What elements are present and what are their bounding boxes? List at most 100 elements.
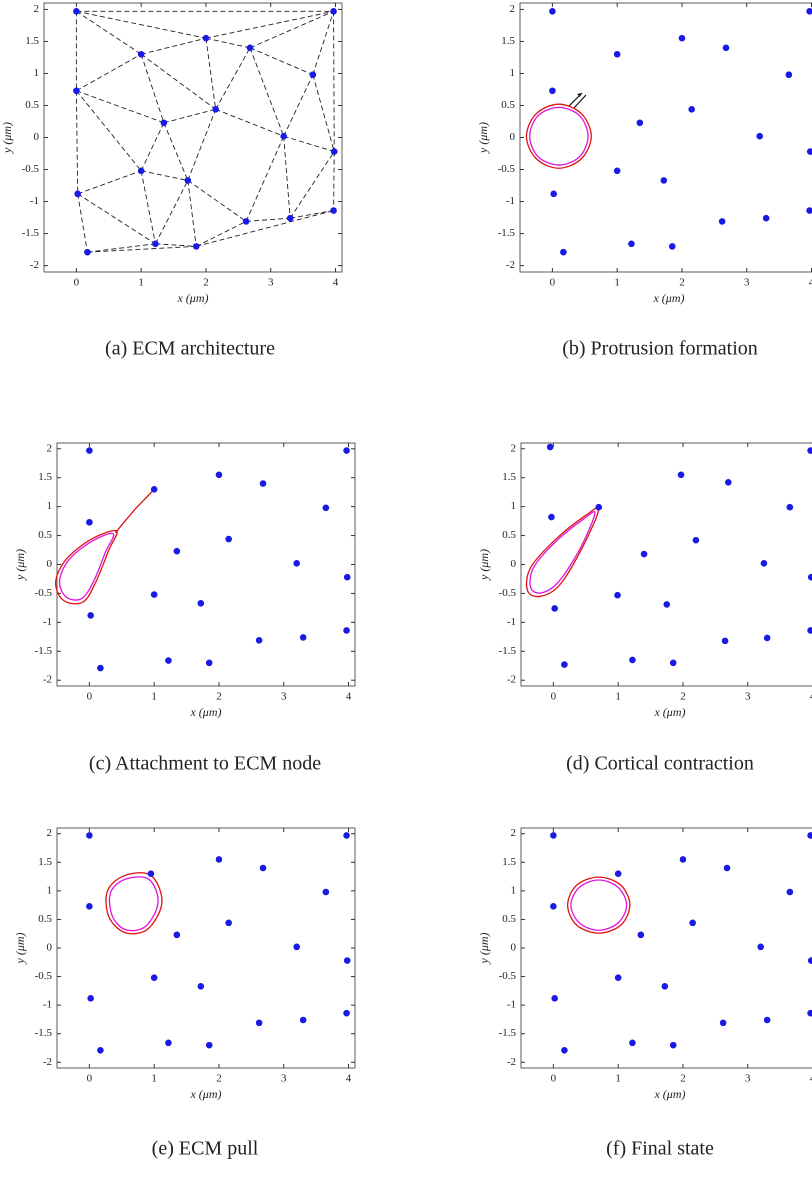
y-axis-label: y (μm) xyxy=(13,549,27,581)
ecm-fiber xyxy=(205,37,251,49)
x-tick-label: 2 xyxy=(679,277,685,289)
x-tick-label: 4 xyxy=(810,1073,812,1085)
ecm-node xyxy=(757,943,764,951)
ecm-node xyxy=(87,994,94,1002)
ecm-fiber xyxy=(77,193,88,253)
ecm-node xyxy=(74,190,81,198)
ecm-node xyxy=(73,8,80,15)
ecm-node xyxy=(215,471,223,479)
ecm-node xyxy=(807,832,812,839)
plot-frame xyxy=(519,2,812,273)
ecm-node xyxy=(343,447,350,454)
y-tick-label: 1.5 xyxy=(38,856,52,868)
ecm-node xyxy=(246,44,254,52)
ecm-node xyxy=(212,106,219,113)
ecm-fiber xyxy=(76,10,142,55)
ecm-node xyxy=(636,119,644,127)
cell-outer xyxy=(566,876,631,934)
ecm-fiber xyxy=(140,53,216,110)
ecm-node xyxy=(718,218,726,225)
protrusion-arrow xyxy=(568,92,587,109)
x-tick-label: 4 xyxy=(346,1073,352,1085)
y-tick-label: -2 xyxy=(30,259,39,271)
ecm-node xyxy=(807,573,812,581)
ecm-node xyxy=(225,919,232,927)
ecm-node xyxy=(763,634,771,642)
ecm-node xyxy=(629,1039,636,1047)
ecm-node xyxy=(280,132,287,140)
ecm-fiber xyxy=(187,109,217,181)
ecm-fiber xyxy=(196,221,247,247)
cell-outer xyxy=(105,872,163,935)
y-tick-label: -2 xyxy=(506,259,515,271)
ecm-node xyxy=(548,513,555,521)
ecm-node xyxy=(150,485,158,493)
x-axis-label: x (μm) xyxy=(653,1087,685,1101)
ecm-node xyxy=(97,664,104,672)
ecm-node xyxy=(86,518,93,526)
ecm-node xyxy=(725,479,732,486)
y-tick-label: 0.5 xyxy=(502,529,516,541)
ecm-node xyxy=(197,982,205,990)
y-tick-label: -2 xyxy=(43,1056,52,1068)
ecm-node xyxy=(160,119,168,127)
ecm-node xyxy=(173,931,181,939)
panel: 0 1 2 3 4 -2 -1.5 -1 -0.5 0 0.5 1 1.5 2 x (μm) y (μm) (a… xyxy=(0,2,343,360)
ecm-node xyxy=(259,480,267,487)
ecm-node xyxy=(613,50,621,58)
ecm-node xyxy=(147,870,155,878)
ecm-fiber xyxy=(140,170,156,244)
ecm-node xyxy=(614,591,621,599)
x-tick-label: 3 xyxy=(745,691,751,703)
ecm-node xyxy=(550,902,557,910)
ecm-node xyxy=(595,503,603,511)
x-axis-label: x (μm) xyxy=(652,291,684,305)
ecm-node xyxy=(629,656,636,664)
y-tick-label: -1 xyxy=(507,999,516,1011)
ecm-node xyxy=(614,974,622,982)
ecm-node xyxy=(150,591,158,598)
ecm-fiber xyxy=(155,243,197,247)
ecm-node xyxy=(259,864,267,872)
ecm-node xyxy=(560,248,567,256)
y-tick-label: -1 xyxy=(43,616,52,628)
ecm-node xyxy=(330,8,337,15)
x-tick-label: 3 xyxy=(744,277,750,289)
ecm-fiber xyxy=(333,151,335,211)
ecm-fiber xyxy=(249,47,285,137)
ecm-node xyxy=(807,627,812,634)
y-tick-label: -1.5 xyxy=(498,227,516,239)
ecm-node xyxy=(688,106,695,113)
y-tick-label: 1 xyxy=(511,884,517,896)
caption: (f) Final state xyxy=(606,1138,714,1160)
cell-outer xyxy=(525,103,592,169)
ecm-fiber xyxy=(163,108,216,124)
ecm-node xyxy=(343,573,351,581)
ecm-node xyxy=(628,240,635,248)
ecm-fiber xyxy=(289,151,335,219)
x-tick-label: 0 xyxy=(551,691,557,703)
ecm-node xyxy=(762,214,770,222)
ecm-node xyxy=(640,550,648,558)
x-tick-label: 0 xyxy=(550,277,556,289)
y-tick-label: -2 xyxy=(507,674,516,686)
ecm-node xyxy=(202,34,210,42)
cell-inner xyxy=(529,511,596,594)
y-tick-label: 0 xyxy=(47,558,53,570)
x-tick-label: 0 xyxy=(87,691,93,703)
cell-inner xyxy=(570,879,628,931)
x-tick-label: 4 xyxy=(333,277,339,289)
cell-inner xyxy=(108,876,159,932)
arrow-head xyxy=(577,93,582,97)
ecm-node xyxy=(549,8,556,15)
ecm-node xyxy=(255,636,263,644)
caption: (a) ECM architecture xyxy=(105,338,275,360)
x-tick-label: 0 xyxy=(551,1073,557,1085)
x-tick-label: 1 xyxy=(138,277,144,289)
ecm-node xyxy=(150,974,158,982)
x-tick-label: 2 xyxy=(216,691,222,703)
ecm-fiber xyxy=(290,210,334,219)
x-tick-label: 3 xyxy=(281,691,287,703)
ecm-fiber xyxy=(215,47,251,110)
y-tick-label: 0.5 xyxy=(25,99,39,111)
